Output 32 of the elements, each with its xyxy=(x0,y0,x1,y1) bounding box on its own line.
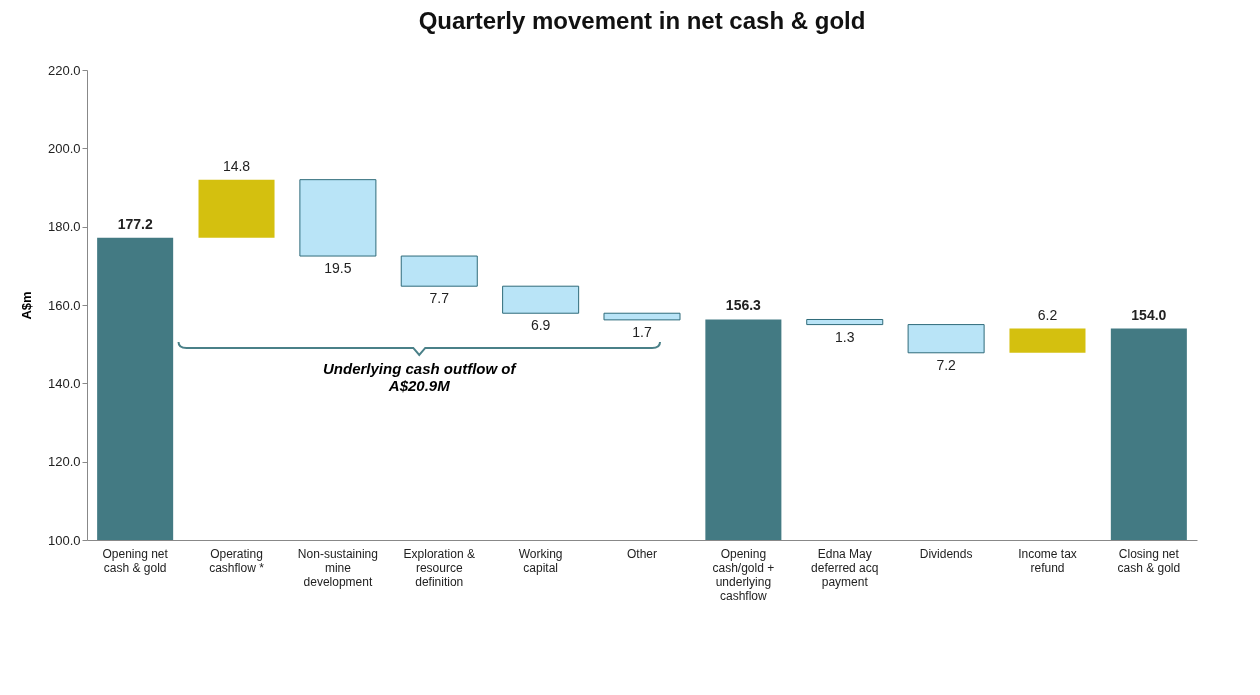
data-label: 19.5 xyxy=(324,260,352,277)
data-label: 7.2 xyxy=(936,356,957,373)
data-label: 154.0 xyxy=(1131,306,1167,323)
x-tick-label: Opening net cash & gold xyxy=(102,546,169,575)
x-tick-label: Other xyxy=(626,546,658,561)
y-tick-label: 120.0 xyxy=(47,454,81,470)
x-tick-label: Exploration & resource definition xyxy=(403,546,475,589)
y-tick-label: 180.0 xyxy=(47,219,81,235)
y-tick-label: 100.0 xyxy=(47,532,81,548)
x-tick-label: Income tax refund xyxy=(1018,546,1077,575)
data-label: 14.8 xyxy=(222,157,251,174)
x-tick-label: Operating cashflow * xyxy=(209,546,265,575)
data-label: 7.7 xyxy=(429,290,450,307)
y-tick-label: 220.0 xyxy=(47,62,81,78)
chart-title: Quarterly movement in net cash & gold xyxy=(418,7,866,34)
y-axis-title: A$m xyxy=(18,291,34,320)
x-tick-label: Non-sustaining mine development xyxy=(297,546,378,589)
data-label: 156.3 xyxy=(725,297,762,314)
x-tick-label: Opening cash/gold + underlying cashflow xyxy=(712,546,775,603)
data-label: 6.2 xyxy=(1037,306,1058,323)
x-tick-label: Edna May deferred acq payment xyxy=(811,546,879,589)
x-tick-label: Dividends xyxy=(919,546,973,561)
data-label: 1.3 xyxy=(835,328,855,345)
y-tick-label: 140.0 xyxy=(47,375,81,391)
y-tick-label: 160.0 xyxy=(47,297,81,313)
annotation: Underlying cash outflow of A$20.9M xyxy=(322,359,518,394)
data-label: 177.2 xyxy=(117,215,153,232)
data-label: 1.7 xyxy=(632,323,652,340)
data-label: 6.9 xyxy=(530,317,551,334)
x-tick-label: Working capital xyxy=(518,546,563,575)
x-tick-label: Closing net cash & gold xyxy=(1117,546,1181,575)
y-tick-label: 200.0 xyxy=(47,140,81,156)
